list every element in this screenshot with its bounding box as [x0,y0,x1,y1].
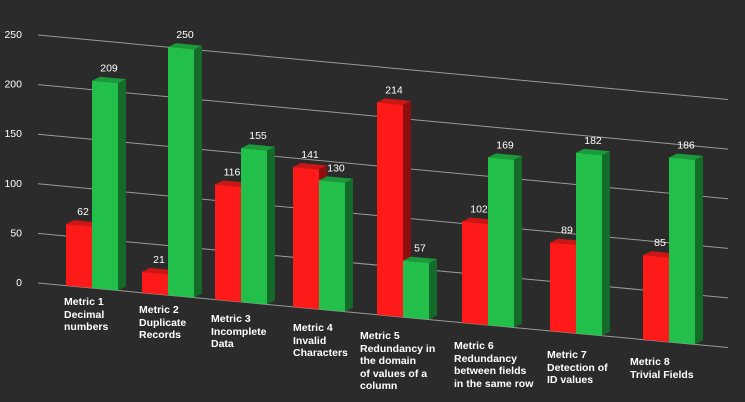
y-tick-label: 250 [4,29,22,41]
y-tick-label: 200 [4,79,22,91]
data-label: 21 [153,254,165,266]
x-category-label: Metric 4 Invalid Characters [293,322,348,360]
data-label: 116 [224,166,241,178]
data-label: 169 [496,139,514,151]
data-label: 155 [249,130,267,142]
x-category-label: Metric 1 Decimal numbers [64,296,109,334]
data-label: 89 [561,225,573,237]
x-category-label: Metric 2 Duplicate Records [139,304,187,342]
data-label: 102 [470,203,488,215]
data-label: 250 [176,29,194,41]
data-label: 209 [100,63,118,75]
data-label: 62 [77,206,89,218]
y-tick-label: 0 [16,277,22,289]
bar-green-7 [576,148,610,336]
y-tick-label: 50 [10,227,22,239]
data-label: 57 [414,243,426,255]
x-category-label: Metric 5 Redundancy in the domain of values… [360,330,436,393]
data-label: 85 [654,237,666,249]
x-category-label: Metric 7 Detection of ID values [547,349,608,387]
x-category-label: Metric 8 Trivial Fields [630,356,694,381]
bar-green-8 [669,153,703,345]
bar-green-1 [92,76,126,291]
data-label: 186 [677,139,695,151]
bar-green-6 [488,153,522,328]
data-label: 214 [385,84,403,96]
bar-green-2 [168,43,202,298]
x-category-label: Metric 3 Incomplete Data [211,313,267,351]
data-label: 182 [584,135,602,147]
data-label: 130 [327,162,345,174]
gridline [37,34,729,101]
y-tick-label: 100 [4,178,22,190]
bar-green-5 [403,256,437,320]
data-label: 141 [301,149,319,161]
y-tick-label: 150 [4,128,22,140]
gridline [37,282,729,349]
x-category-label: Metric 6 Redundancy between fields in the s… [454,340,534,390]
bar-green-4 [319,176,353,312]
bar-green-3 [241,144,275,305]
